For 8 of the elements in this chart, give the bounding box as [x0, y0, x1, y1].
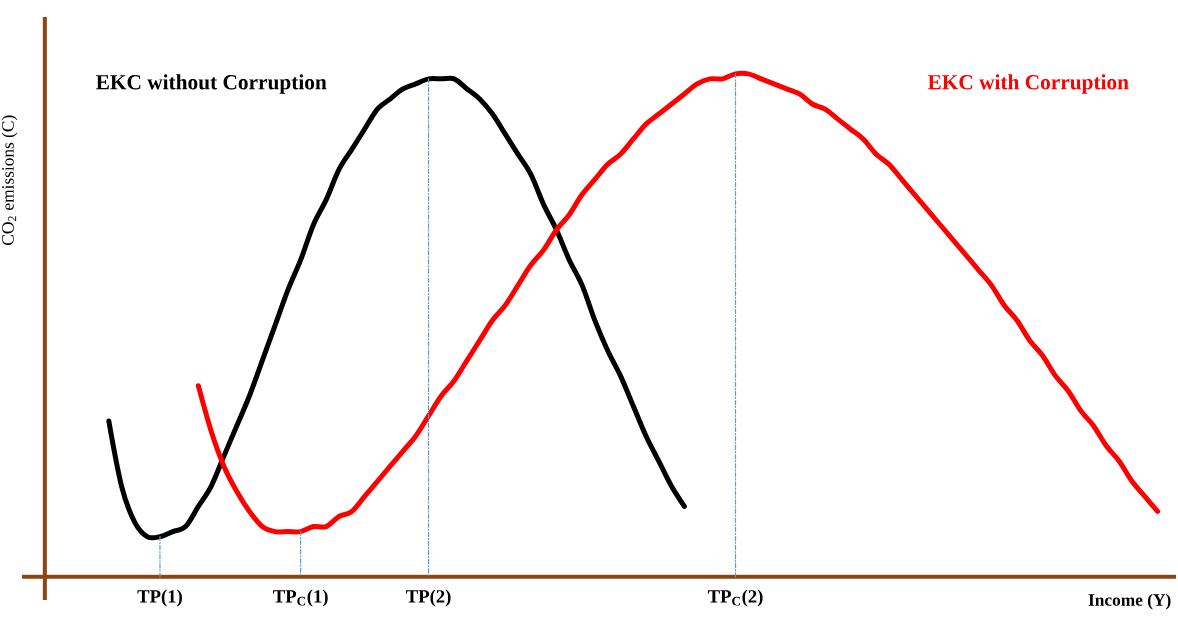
x-tick-label: TP$_{C}$(1): [273, 589, 328, 607]
text: EKC with Corruption: [927, 74, 1129, 94]
x-tick-label: TP$_{C}$(2): [707, 589, 763, 607]
text: EKC without Corruption: [96, 74, 327, 94]
y-axis-title: CO$_{2}$ emissions (C): [1, 115, 18, 246]
x-tick-label: TP(1): [137, 589, 182, 607]
x-axis-title: Income (Y): [1088, 593, 1171, 610]
x-tick-label: TP(2): [406, 589, 451, 607]
